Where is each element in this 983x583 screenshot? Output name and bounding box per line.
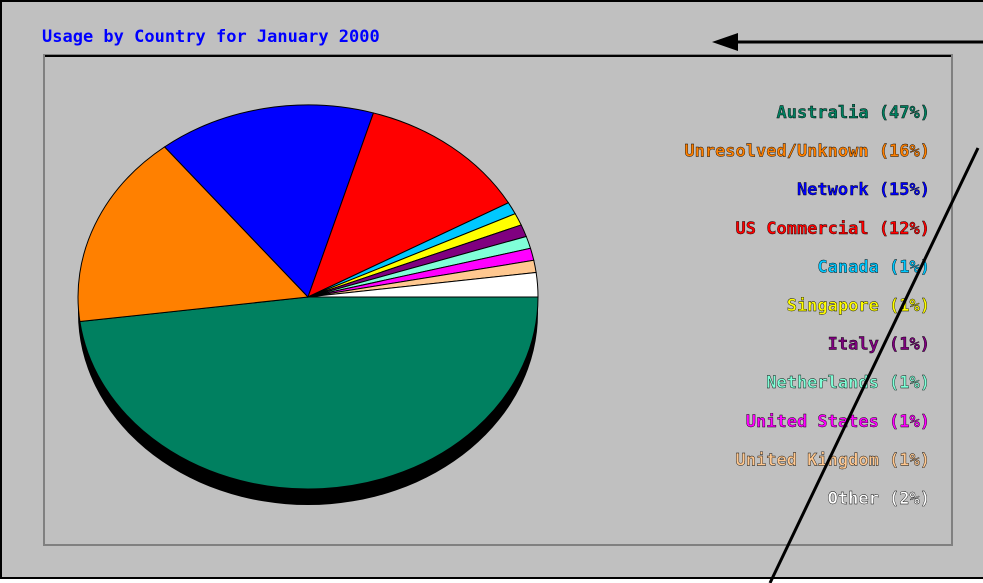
legend-label: Italy (1%) — [828, 335, 930, 355]
pie-slice — [307, 112, 510, 298]
arrow-head — [712, 33, 738, 51]
legend-label: United States (1%) — [746, 412, 930, 432]
pie-slice — [307, 271, 539, 298]
legend-label: United Kingdom (1%) — [736, 450, 930, 470]
pie-slice — [163, 104, 375, 298]
pie-slice — [79, 296, 539, 490]
chart-title: Usage by Country for January 2000 — [42, 27, 380, 47]
annotation-line — [768, 147, 980, 583]
legend-label: Network (15%) — [797, 180, 930, 200]
legend-label: Netherlands (1%) — [766, 373, 930, 393]
legend-label: Other (2%) — [828, 489, 930, 509]
legend-label: Singapore (1%) — [787, 296, 930, 316]
pie — [77, 104, 539, 505]
legend-label: Australia (47%) — [776, 103, 930, 123]
legend-label: Canada (1%) — [817, 257, 930, 277]
legend: Australia (47%) Unresolved/Unknown (16%) N… — [684, 103, 930, 509]
legend-label: Unresolved/Unknown (16%) — [684, 142, 930, 162]
legend-label: US Commercial (12%) — [736, 219, 930, 239]
pie-slice — [77, 146, 310, 323]
